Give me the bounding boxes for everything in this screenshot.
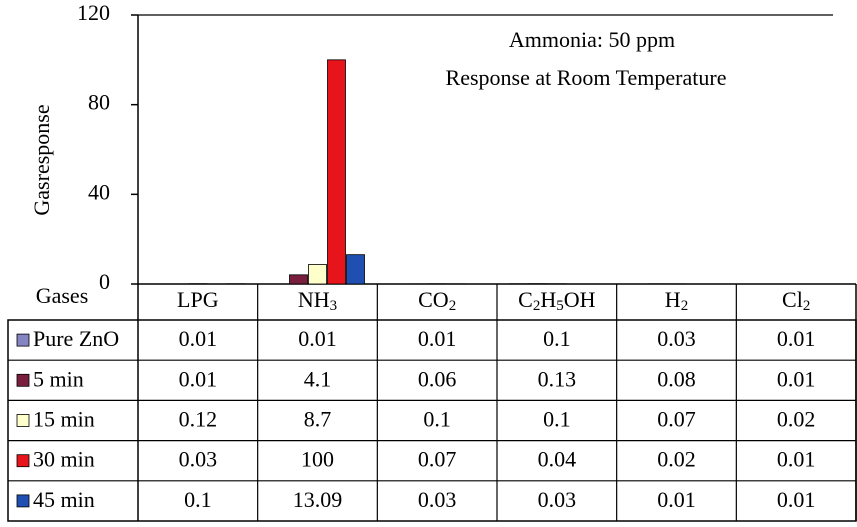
table-cell: 0.13 (538, 366, 577, 391)
table-cell: 0.01 (179, 366, 218, 391)
bar (346, 254, 365, 285)
table-cell: 0.07 (418, 447, 457, 472)
category-label: Cl2 (782, 287, 810, 314)
legend-label: 15 min (33, 407, 95, 432)
table-header: Gases (36, 283, 89, 308)
category-label: NH3 (298, 287, 337, 314)
category-label: H2 (665, 287, 688, 314)
table-cell: 0.02 (657, 447, 696, 472)
legend-swatch (16, 373, 30, 387)
table-cell: 0.01 (657, 487, 696, 512)
table-cell: 0.08 (657, 366, 696, 391)
legend-swatch (16, 454, 30, 468)
table-cell: 0.03 (179, 447, 218, 472)
table-cell: 0.01 (418, 326, 457, 351)
table-cell: 0.01 (777, 487, 816, 512)
table-cell: 0.04 (538, 447, 577, 472)
table-cell: 0.1 (543, 326, 571, 351)
category-label: C2H5OH (518, 287, 595, 314)
legend-label: 5 min (33, 366, 84, 391)
bar (289, 274, 308, 285)
y-tick-label: 80 (88, 90, 110, 115)
table-cell: 0.1 (423, 407, 451, 432)
table-cell: 0.12 (179, 407, 218, 432)
y-axis-label: Gasresponse (29, 104, 54, 215)
legend-label: 30 min (33, 447, 95, 472)
table-cell: 0.1 (543, 407, 571, 432)
bar (327, 59, 346, 285)
legend-swatch (16, 414, 30, 427)
table-cell: 0.01 (298, 326, 337, 351)
table-cell: 0.01 (777, 447, 816, 472)
table-cell: 0.02 (777, 407, 816, 432)
table-cell: 8.7 (304, 407, 332, 432)
y-tick-label: 120 (77, 0, 110, 25)
table-cell: 0.01 (179, 326, 218, 351)
table-cell: 0.07 (657, 407, 696, 432)
category-label: CO2 (418, 287, 456, 314)
y-tick-label: 0 (99, 269, 110, 294)
legend-swatch (16, 494, 30, 508)
table-cell: 100 (301, 447, 334, 472)
table-cell: 0.01 (777, 326, 816, 351)
table-cell: 13.09 (293, 487, 343, 512)
y-tick-label: 40 (88, 179, 110, 204)
legend-label: 45 min (33, 487, 95, 512)
table-cell: 0.03 (538, 487, 577, 512)
category-label: LPG (177, 287, 219, 312)
bar (308, 264, 327, 285)
legend-label: Pure ZnO (33, 326, 119, 351)
chart-title: Ammonia: 50 ppm (509, 27, 675, 52)
table-cell: 0.03 (418, 487, 457, 512)
table-cell: 0.03 (657, 326, 696, 351)
legend-swatch (16, 333, 30, 347)
table-cell: 0.01 (777, 366, 816, 391)
table-cell: 0.1 (184, 487, 212, 512)
chart-subtitle: Response at Room Temperature (446, 65, 727, 90)
table-cell: 4.1 (304, 366, 332, 391)
table-cell: 0.06 (418, 366, 457, 391)
